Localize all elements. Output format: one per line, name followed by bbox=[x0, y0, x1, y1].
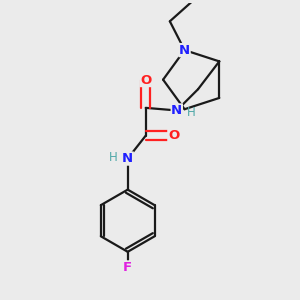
Text: O: O bbox=[140, 74, 151, 86]
Text: N: N bbox=[179, 44, 190, 57]
Text: F: F bbox=[123, 261, 132, 274]
Text: O: O bbox=[168, 129, 179, 142]
Text: N: N bbox=[122, 152, 133, 165]
Text: N: N bbox=[171, 104, 182, 117]
Text: H: H bbox=[109, 151, 117, 164]
Text: H: H bbox=[187, 106, 196, 118]
